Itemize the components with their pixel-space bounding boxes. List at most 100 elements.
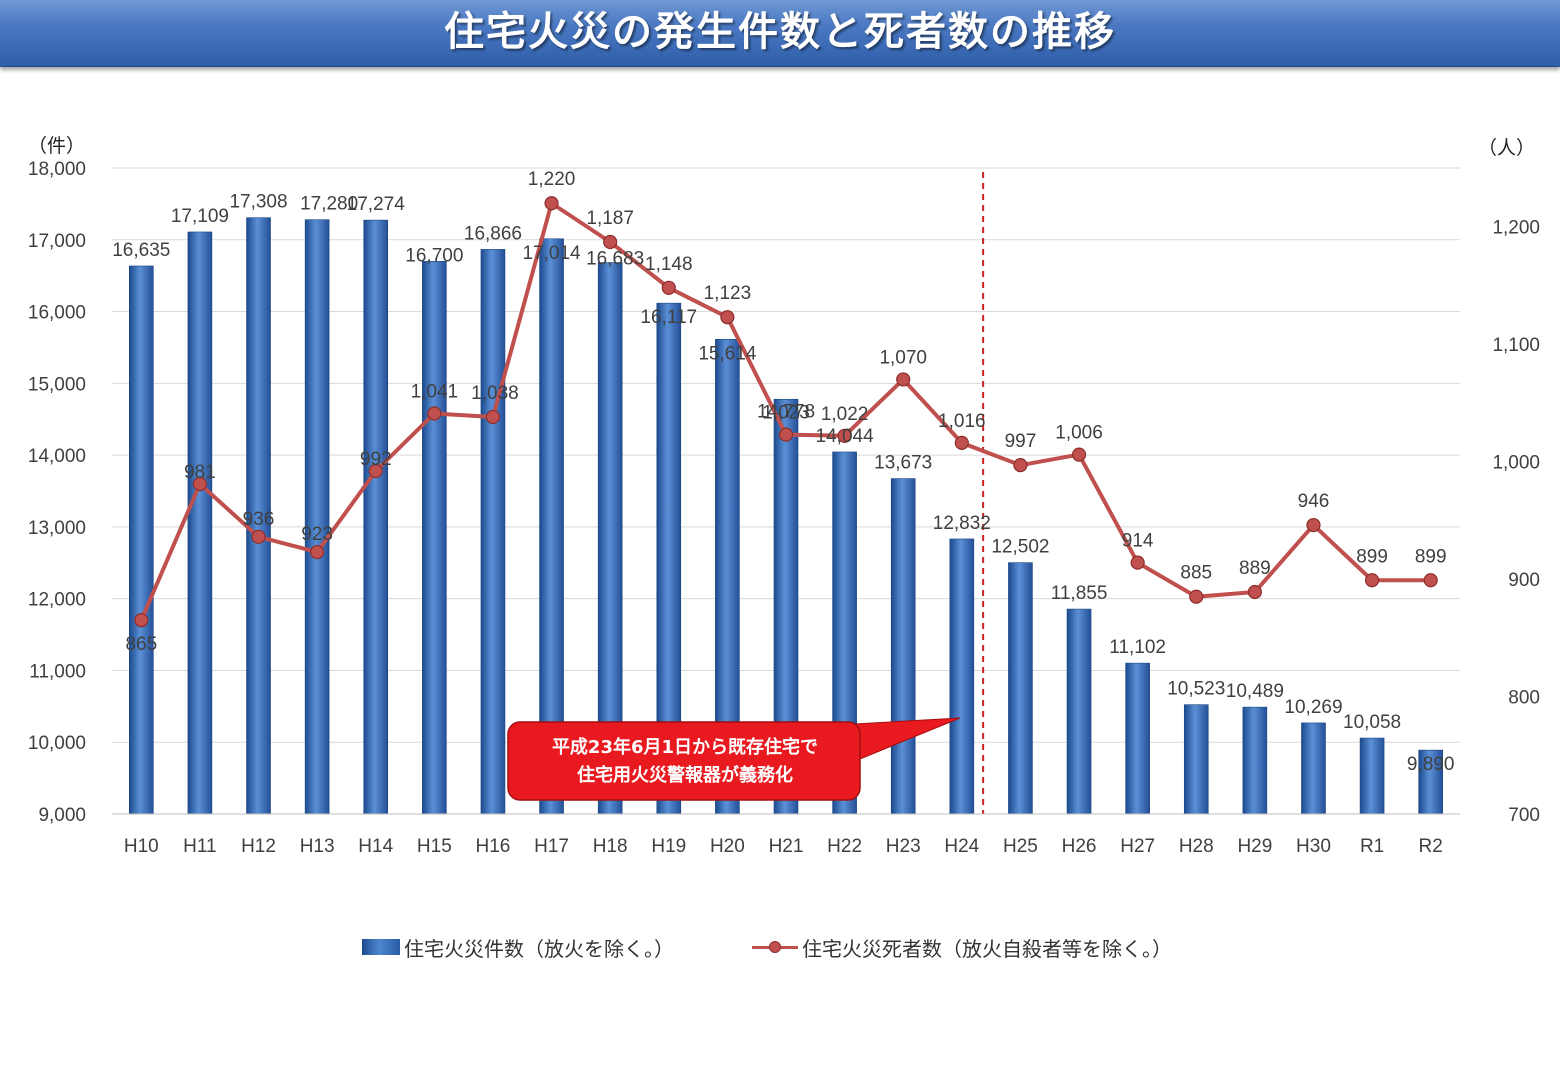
y-right-tick-label: 1,100 <box>1492 335 1540 356</box>
bar <box>1359 737 1385 815</box>
deaths-point <box>603 234 618 250</box>
bar <box>1418 749 1443 815</box>
deaths-point <box>1423 573 1438 588</box>
legend-line-swatch <box>752 939 798 955</box>
x-tick-label: H10 <box>124 836 159 857</box>
deaths-point <box>837 428 852 443</box>
bar-data-label: 16,866 <box>464 223 522 244</box>
x-tick-label: H18 <box>593 836 628 857</box>
legend-bar-swatch <box>362 939 400 955</box>
y-left-unit: （件） <box>28 135 85 157</box>
line-layer <box>134 196 1438 628</box>
line-data-label: 1,187 <box>586 208 634 229</box>
line-data-label: 936 <box>243 509 275 530</box>
deaths-point <box>1013 458 1028 473</box>
line-data-label: 1,123 <box>704 283 752 304</box>
x-tick-label: H23 <box>886 836 921 857</box>
legend-label-deaths: 住宅火災死者数（放火自殺者等を除く。） <box>802 936 1172 961</box>
line-data-label: 1,220 <box>528 169 576 190</box>
deaths-point <box>544 196 559 211</box>
bar <box>1183 704 1209 815</box>
line-data-label: 992 <box>360 449 392 470</box>
bar <box>187 231 213 815</box>
line-data-label: 899 <box>1415 546 1447 567</box>
line-data-label: 1,023 <box>762 403 810 424</box>
x-tick-label: H25 <box>1003 836 1038 857</box>
y-left-tick-label: 13,000 <box>28 518 86 539</box>
y-right-tick-label: 800 <box>1508 688 1540 709</box>
bar <box>890 478 916 815</box>
line-data-label: 865 <box>125 634 157 655</box>
bar <box>246 217 271 815</box>
bar <box>304 219 330 815</box>
legend-item-deaths: 住宅火災死者数（放火自殺者等を除く。） <box>752 930 1172 964</box>
bar-data-label: 10,523 <box>1167 679 1225 700</box>
x-tick-label: H20 <box>710 836 745 857</box>
bar-data-label: 16,683 <box>586 249 644 270</box>
line-data-label: 1,022 <box>821 404 869 425</box>
y-left-tick-label: 15,000 <box>28 374 86 395</box>
deaths-point <box>954 435 969 450</box>
bar-data-label: 10,058 <box>1343 712 1401 733</box>
bar-data-label: 10,489 <box>1226 681 1284 702</box>
title-bar <box>0 0 1560 67</box>
line-data-label: 1,041 <box>411 381 459 402</box>
bar <box>480 249 506 815</box>
callout-box <box>507 721 861 801</box>
deaths-point <box>1189 589 1204 604</box>
bar <box>1125 662 1150 815</box>
line-data-label: 1,016 <box>938 411 986 432</box>
deaths-point <box>896 372 911 387</box>
line-data-label: 997 <box>1005 431 1037 452</box>
bar-data-label: 12,832 <box>933 513 991 534</box>
y-right-tick-label: 900 <box>1508 570 1540 591</box>
deaths-point <box>134 613 149 628</box>
deaths-point <box>720 310 735 325</box>
line-data-label: 885 <box>1180 563 1212 584</box>
legend-item-fires: 住宅火災件数（放火を除く。） <box>362 930 674 964</box>
deaths-point <box>485 409 501 425</box>
bar <box>1066 608 1092 815</box>
deaths-point <box>310 544 325 560</box>
bar-data-label: 11,855 <box>1051 583 1108 604</box>
y-right-unit: （人） <box>1478 137 1535 159</box>
line-data-label: 899 <box>1356 546 1388 567</box>
chart-title: 住宅火災の発生件数と死者数の推移 <box>444 9 1116 55</box>
y-left-tick-label: 17,000 <box>28 231 86 252</box>
bar-data-label: 13,673 <box>874 453 932 474</box>
deaths-point <box>661 280 676 295</box>
y-left-tick-label: 16,000 <box>28 303 86 324</box>
deaths-point <box>1364 573 1380 588</box>
bar-data-label: 9,890 <box>1407 754 1455 775</box>
y-right-tick-label: 1,000 <box>1492 453 1540 474</box>
callout-line-2: 住宅用火災警報器が義務化 <box>577 765 793 786</box>
callout-line-1: 平成23年6月1日から既存住宅で <box>551 737 819 758</box>
line-data-label: 1,038 <box>471 383 519 404</box>
line-data-label: 923 <box>301 524 333 545</box>
bar-data-label: 17,308 <box>229 192 287 213</box>
y-left-tick-label: 11,000 <box>29 661 86 682</box>
x-tick-label: H24 <box>944 836 979 857</box>
x-tick-label: R2 <box>1419 836 1443 857</box>
bar-data-label: 10,269 <box>1284 697 1342 718</box>
deaths-point <box>1130 555 1145 570</box>
x-tick-label: H27 <box>1120 836 1155 857</box>
line-data-label: 1,006 <box>1055 423 1103 444</box>
x-tick-label: H26 <box>1062 836 1097 857</box>
bar-data-label: 17,280 <box>300 194 358 215</box>
deaths-point <box>1071 447 1087 462</box>
callout-text: 平成23年6月1日から既存住宅で 住宅用火災警報器が義務化 <box>510 734 860 790</box>
bar-data-label: 14,778 <box>757 401 815 422</box>
line-data-label: 889 <box>1239 558 1271 579</box>
x-tick-label: H22 <box>827 836 862 857</box>
bar <box>129 265 154 815</box>
y-left-tick-label: 12,000 <box>28 590 86 611</box>
bar <box>363 219 389 815</box>
x-tick-label: H13 <box>300 836 335 857</box>
x-tick-label: H19 <box>651 836 686 857</box>
legend-label-fires: 住宅火災件数（放火を除く。） <box>404 936 674 961</box>
x-tick-label: H12 <box>241 836 276 857</box>
bar <box>1301 722 1326 815</box>
x-tick-label: R1 <box>1360 836 1384 857</box>
